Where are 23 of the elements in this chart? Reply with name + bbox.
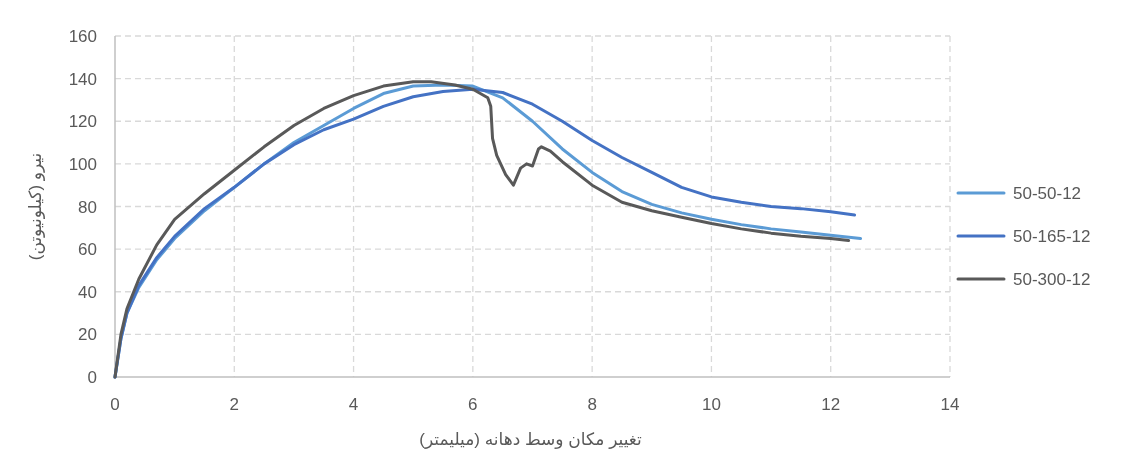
- legend-label: 50-300-12: [1013, 270, 1091, 289]
- x-tick-label: 12: [821, 395, 841, 414]
- y-tick-label: 20: [78, 325, 97, 345]
- x-tick-label: 2: [229, 395, 240, 414]
- x-tick-label: 10: [701, 395, 721, 414]
- y-tick-label: 120: [68, 112, 97, 132]
- y-tick-label: 100: [68, 154, 97, 174]
- y-tick-label: 0: [87, 368, 97, 387]
- x-axis-title: تغییر مکان وسط دهانه (میلیمتر): [419, 430, 642, 449]
- y-axis-title: نیرو (کیلونیوتن): [26, 152, 45, 261]
- x-tick-label: 4: [348, 395, 359, 414]
- x-tick-label: 6: [468, 395, 478, 414]
- legend-label: 50-165-12: [1013, 227, 1091, 246]
- y-tick-label: 60: [78, 240, 97, 260]
- y-tick-label: 80: [78, 197, 97, 217]
- y-tick-label: 160: [68, 27, 97, 46]
- x-tick-label: 0: [110, 395, 120, 414]
- y-tick-label: 40: [78, 282, 97, 302]
- x-tick-label: 8: [587, 395, 597, 414]
- chart: 0 20 40 60 80 100 120 140 160 0 2 4 6 8 10 12 14: [68, 27, 960, 414]
- y-tick-label: 140: [68, 69, 97, 89]
- legend-label: 50-50-12: [1013, 184, 1082, 203]
- x-tick-label: 14: [940, 395, 960, 414]
